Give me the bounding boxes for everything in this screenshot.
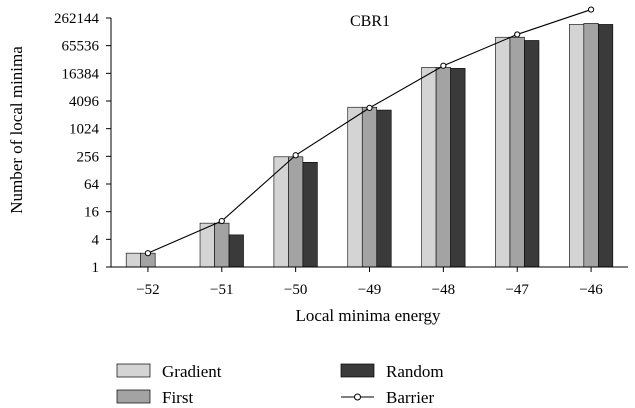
bar-random-5 — [524, 40, 540, 268]
legend-item-random: Random — [340, 362, 444, 381]
legend-item-gradient: Gradient — [116, 362, 222, 381]
legend-label-random: Random — [386, 362, 444, 381]
bar-first-1 — [214, 222, 230, 268]
legend-label-first: First — [162, 388, 193, 407]
y-tick-label: 256 — [77, 149, 100, 165]
bar-gradient-3 — [347, 106, 363, 268]
chart-title: CBR1 — [350, 13, 390, 30]
legend-label-barrier: Barrier — [386, 388, 434, 407]
y-tick-label: 4 — [92, 232, 100, 248]
y-axis-title: Number of local minima — [7, 46, 26, 214]
y-ticks-layer: 1 4 16 64 256 1024 4096 16384 65536 262144 — [54, 11, 111, 276]
x-tick-label: −52 — [136, 282, 159, 298]
legend: Gradient First Random Barrier — [116, 362, 444, 407]
x-tick-label: −47 — [505, 282, 529, 298]
point-barrier-5 — [514, 31, 521, 38]
bar-first-6 — [583, 23, 599, 268]
bar-first-5 — [509, 36, 525, 268]
point-barrier-4 — [440, 62, 447, 69]
point-barrier-2 — [292, 152, 299, 159]
legend-item-first: First — [116, 388, 193, 407]
y-tick-label: 64 — [84, 177, 100, 193]
x-tick-label: −48 — [432, 282, 455, 298]
bar-gradient-6 — [569, 24, 585, 268]
y-tick-label: 262144 — [54, 11, 100, 27]
bar-random-1 — [228, 234, 244, 268]
y-tick-label: 16384 — [62, 66, 100, 82]
y-tick-label: 1024 — [69, 122, 100, 138]
bars-layer — [125, 23, 614, 268]
legend-marker-barrier — [354, 393, 361, 401]
bar-gradient-4 — [421, 67, 437, 268]
y-tick-label: 16 — [84, 205, 100, 221]
bar-random-2 — [302, 161, 318, 268]
bar-random-3 — [376, 109, 392, 268]
bar-first-4 — [435, 67, 451, 268]
legend-swatch-random — [340, 363, 375, 378]
x-tick-label: −49 — [358, 282, 381, 298]
legend-swatch-gradient — [116, 363, 151, 378]
bar-gradient-0 — [125, 252, 141, 268]
x-axis-title: Local minima energy — [295, 306, 441, 325]
barrier-line-layer — [144, 6, 595, 257]
x-tick-label: −50 — [284, 282, 307, 298]
y-tick-label: 1 — [92, 260, 100, 276]
legend-item-barrier: Barrier — [341, 388, 434, 407]
y-tick-label: 4096 — [69, 94, 100, 110]
bar-first-2 — [288, 156, 304, 268]
point-barrier-3 — [366, 104, 373, 111]
y-tick-label: 65536 — [62, 39, 100, 55]
legend-swatch-first — [116, 389, 151, 404]
bar-random-4 — [450, 68, 466, 268]
point-barrier-1 — [218, 217, 225, 225]
x-tick-label: −51 — [210, 282, 233, 298]
bar-first-3 — [361, 106, 378, 268]
point-barrier-6 — [587, 6, 595, 13]
point-barrier-0 — [144, 250, 152, 257]
bar-gradient-5 — [495, 36, 511, 268]
x-ticks-layer: −52 −51 −50 −49 −48 −47 −46 — [136, 267, 603, 298]
legend-label-gradient: Gradient — [162, 362, 222, 381]
bar-random-6 — [598, 24, 614, 268]
x-tick-label: −46 — [579, 282, 603, 298]
